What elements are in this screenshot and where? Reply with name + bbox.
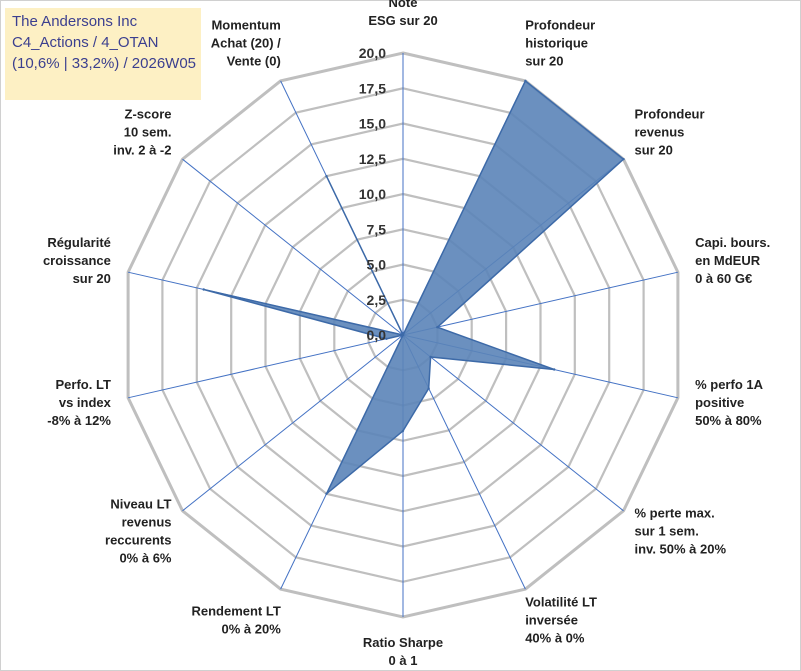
axis-label-line: Note [389,0,418,10]
axis-label-11: Régularité croissance sur 20 [43,235,111,286]
axis-label-12: Z-score 10 sem. inv. 2 à -2 [113,107,171,158]
axis-label-1: Profondeur historique sur 20 [525,18,595,69]
tick-label: 5,0 [367,257,387,273]
series-area-0 [204,81,624,494]
axis-label-line: en MdEUR [695,253,761,268]
data-point-7 [402,430,404,432]
axis-label-0: Note ESG sur 20 [368,0,437,28]
data-point-2 [622,158,624,160]
axis-label-line: sur 20 [73,271,111,286]
axis-label-line: inv. 50% à 20% [635,542,727,557]
tick-label: 2,5 [367,292,387,308]
axis-label-line: 0% à 20% [222,621,282,636]
company-stats: (10,6% | 33,2%) / 2026W05 [12,53,201,74]
data-point-5 [429,356,431,358]
radar-tick-labels: 0,0 2,5 5,0 7,5 10,0 12,5 15,0 17,5 20,0 [359,45,386,343]
axis-label-line: Ratio Sharpe [363,635,443,650]
axis-label-line: sur 20 [525,54,563,69]
company-category: C4_Actions / 4_OTAN [12,32,201,53]
axis-label-line: Momentum [211,18,280,33]
axis-label-2: Profondeur revenus sur 20 [635,107,705,158]
axis-label-line: Rendement LT [191,603,280,618]
axis-label-line: 0% à 6% [119,551,171,566]
data-point-3 [436,326,438,328]
axis-label-line: 50% à 80% [695,413,762,428]
axis-label-line: 10 sem. [124,125,172,140]
radar-series [203,80,625,495]
tick-label: 15,0 [359,116,386,132]
axis-label-line: -8% à 12% [47,413,111,428]
axis-label-line: ESG sur 20 [368,13,437,28]
axis-label-line: % perte max. [635,506,715,521]
axis-label-line: historique [525,36,588,51]
axis-label-line: croissance [43,253,111,268]
axis-label-8: Rendement LT 0% à 20% [191,603,281,636]
axis-label-line: reccurents [105,533,171,548]
axis-label-line: Vente (0) [227,54,281,69]
data-point-13 [325,175,327,177]
axis-label-line: Profondeur [635,107,705,122]
tick-label: 7,5 [367,221,387,237]
data-point-11 [203,288,205,290]
tick-label: 10,0 [359,186,386,202]
axis-label-10: Perfo. LT vs index -8% à 12% [47,377,111,428]
axis-label-5: % perte max. sur 1 sem. inv. 50% à 20% [635,506,727,557]
axis-label-line: Z-score [125,107,172,122]
axis-label-line: revenus [635,125,685,140]
axis-label-line: 0 à 1 [389,653,418,668]
axis-label-7: Ratio Sharpe 0 à 1 [363,635,443,668]
company-name: The Andersons Inc [12,11,201,32]
axis-label-line: Achat (20) / [211,36,281,51]
tick-label: 12,5 [359,151,386,167]
axis-label-line: Niveau LT [110,497,171,512]
axis-label-line: 0 à 60 G€ [695,271,752,286]
axis-label-4: % perfo 1A positive 50% à 80% [695,377,764,428]
tick-label: 17,5 [359,80,386,96]
data-point-6 [428,387,430,389]
data-point-1 [524,80,526,82]
data-point-4 [553,368,555,370]
axis-label-3: Capi. bours. en MdEUR 0 à 60 G€ [695,235,770,286]
axis-label-line: revenus [122,515,172,530]
axis-label-line: Perfo. LT [56,377,111,392]
axis-label-line: positive [695,395,744,410]
axis-label-13: Momentum Achat (20) / Vente (0) [211,18,281,69]
axis-label-line: sur 20 [635,143,673,158]
radar-chart: 0,0 2,5 5,0 7,5 10,0 12,5 15,0 17,5 20,0 Note ESG… [0,0,801,671]
axis-label-9: Niveau LT revenus reccurents 0% à 6% [105,497,172,566]
axis-label-line: Capi. bours. [695,235,770,250]
axis-label-line: Régularité [47,235,111,250]
axis-label-line: inversée [525,612,578,627]
axis-label-line: sur 1 sem. [635,524,699,539]
tick-label: 20,0 [359,45,386,61]
company-info-box: The Andersons Inc C4_Actions / 4_OTAN (1… [5,8,201,100]
axis-label-line: % perfo 1A [695,377,764,392]
axis-label-line: Volatilité LT [525,594,597,609]
tick-label: 0,0 [367,327,387,343]
axis-label-line: inv. 2 à -2 [113,143,171,158]
axis-label-line: vs index [59,395,112,410]
data-point-8 [325,493,327,495]
axis-label-6: Volatilité LT inversée 40% à 0% [525,594,597,645]
data-point-12 [402,334,404,336]
axis-label-line: 40% à 0% [525,630,585,645]
axis-label-line: Profondeur [525,18,595,33]
